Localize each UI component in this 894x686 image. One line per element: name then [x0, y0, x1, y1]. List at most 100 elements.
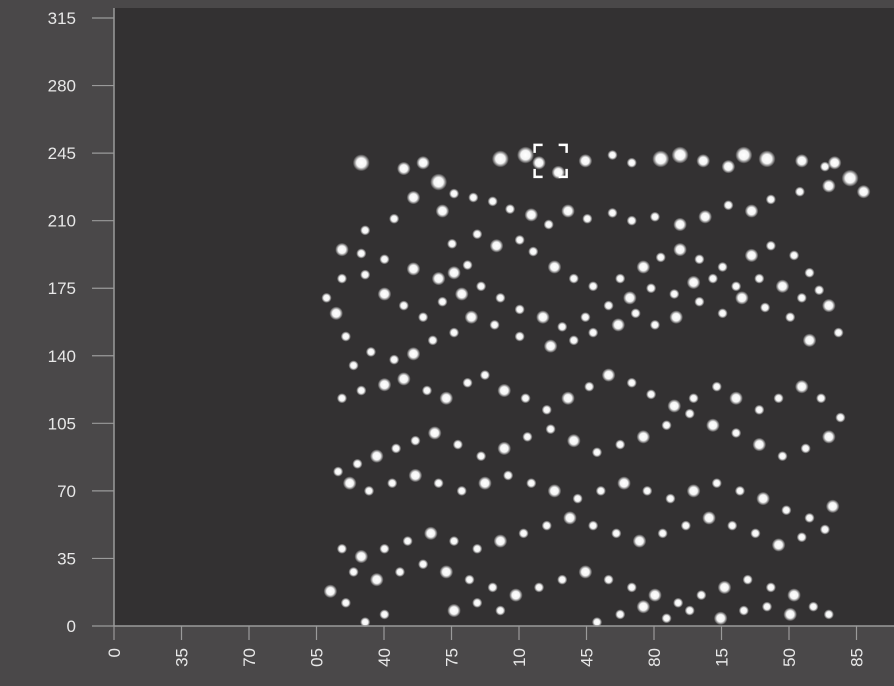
- data-point: [435, 204, 450, 218]
- data-point: [607, 207, 618, 219]
- data-point: [410, 435, 421, 446]
- data-point: [439, 391, 454, 406]
- data-point: [713, 611, 728, 626]
- data-point: [698, 210, 712, 224]
- data-point: [771, 538, 786, 552]
- data-point: [841, 169, 859, 187]
- data-point: [649, 211, 661, 222]
- data-point: [735, 291, 749, 305]
- data-point: [731, 427, 742, 439]
- data-point: [684, 605, 695, 616]
- data-point: [669, 310, 684, 324]
- data-point: [729, 391, 743, 406]
- data-point: [731, 281, 742, 292]
- data-point: [495, 292, 506, 303]
- data-point: [561, 391, 575, 406]
- data-point: [630, 308, 641, 319]
- data-point: [390, 443, 402, 454]
- data-point: [342, 476, 357, 490]
- data-point: [761, 601, 773, 612]
- data-point: [437, 296, 448, 307]
- data-point: [416, 155, 430, 170]
- data-point: [626, 582, 637, 593]
- data-point: [377, 287, 392, 301]
- y-tick-label: 280: [48, 77, 76, 96]
- data-point: [389, 354, 400, 365]
- data-point: [696, 154, 711, 168]
- data-point: [578, 154, 593, 168]
- data-point: [545, 424, 556, 435]
- data-point: [563, 511, 577, 525]
- y-tick-label: 210: [48, 212, 76, 231]
- data-point: [645, 389, 657, 400]
- data-point: [591, 617, 603, 628]
- data-point: [475, 281, 487, 292]
- y-tick-label: 70: [57, 482, 76, 501]
- data-point: [408, 468, 423, 483]
- data-point: [352, 458, 363, 469]
- data-point: [652, 150, 670, 168]
- data-point: [822, 179, 836, 193]
- data-point: [673, 597, 684, 608]
- data-point: [636, 260, 651, 274]
- data-point: [489, 238, 504, 253]
- data-point: [456, 485, 467, 496]
- data-point: [520, 393, 531, 404]
- data-point: [611, 528, 622, 539]
- data-point: [522, 431, 533, 442]
- data-point: [856, 184, 871, 199]
- data-point: [649, 319, 661, 330]
- data-point: [389, 213, 400, 224]
- data-point: [584, 381, 595, 392]
- data-point: [433, 478, 444, 489]
- data-point: [788, 250, 800, 261]
- data-point: [814, 285, 825, 296]
- data-point: [688, 393, 699, 404]
- x-tick-label: 85: [848, 648, 867, 667]
- data-point: [567, 433, 581, 448]
- data-point: [402, 535, 413, 547]
- data-point: [427, 426, 442, 440]
- y-tick-label: 175: [48, 279, 76, 298]
- y-tick-label: 105: [48, 414, 76, 433]
- data-point: [491, 150, 509, 168]
- data-point: [744, 204, 759, 218]
- data-point: [336, 543, 348, 554]
- data-point: [354, 549, 369, 564]
- data-point: [645, 283, 657, 294]
- data-point: [547, 260, 562, 274]
- data-point: [696, 590, 707, 601]
- data-point: [607, 149, 618, 161]
- data-point: [561, 204, 575, 218]
- data-point: [827, 155, 842, 170]
- data-point: [665, 493, 676, 504]
- focus-bracket-icon[interactable]: [533, 143, 568, 179]
- data-point: [626, 377, 637, 388]
- data-point: [794, 186, 805, 197]
- data-point: [754, 404, 765, 415]
- data-point: [667, 399, 682, 413]
- data-point: [684, 408, 695, 419]
- data-point: [418, 312, 429, 323]
- data-point: [781, 505, 792, 516]
- data-point: [734, 485, 746, 496]
- data-point: [591, 447, 603, 458]
- data-point: [397, 161, 411, 176]
- data-point: [694, 254, 705, 265]
- y-tick-label: 245: [48, 144, 76, 163]
- data-point: [462, 259, 473, 271]
- data-point: [796, 532, 807, 543]
- x-tick-label: 50: [780, 648, 799, 667]
- data-point: [669, 288, 680, 300]
- data-point: [448, 188, 460, 199]
- data-point: [340, 331, 351, 342]
- data-point: [615, 273, 626, 284]
- x-tick-label: 80: [645, 648, 664, 667]
- data-point: [661, 420, 672, 431]
- data-point: [363, 485, 375, 496]
- data-point: [833, 327, 844, 338]
- marker-layer[interactable]: [533, 143, 568, 179]
- data-point: [462, 377, 473, 388]
- data-point: [475, 451, 487, 462]
- data-point: [617, 476, 631, 490]
